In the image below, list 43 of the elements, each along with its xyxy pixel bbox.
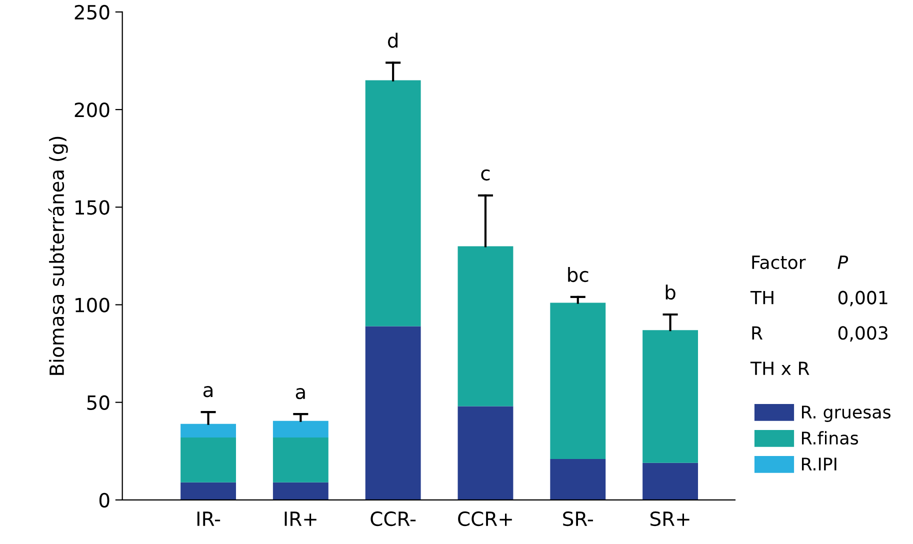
text: 0,003 <box>838 326 888 342</box>
bar <box>272 437 328 482</box>
annotation: b <box>666 284 676 300</box>
y-tick-label: 0 <box>99 492 110 508</box>
bar <box>365 326 421 500</box>
bar <box>550 302 606 459</box>
y-tick-label: 250 <box>74 4 110 20</box>
text: 0,001 <box>838 290 888 306</box>
bar <box>458 406 514 500</box>
bar <box>180 437 236 482</box>
bar <box>642 330 698 463</box>
x-tick-label: SR- <box>563 511 593 526</box>
annotation: a <box>296 388 305 400</box>
text: R <box>752 326 763 340</box>
y-tick-label: 150 <box>76 200 110 215</box>
bar <box>180 424 236 438</box>
x-tick-label: IR+ <box>284 512 316 526</box>
bar <box>365 80 421 326</box>
bar <box>272 420 328 438</box>
bar <box>180 482 236 500</box>
annotation: a <box>203 386 212 398</box>
annotation: d <box>388 32 398 48</box>
bar <box>272 482 328 500</box>
legend-label: R.finas <box>802 431 858 445</box>
bar <box>550 458 606 500</box>
legend-label: R. gruesas <box>802 406 890 422</box>
bar <box>642 462 698 500</box>
y-tick-label: 50 <box>87 395 110 410</box>
bar <box>458 246 514 406</box>
annotation: bc <box>568 267 588 282</box>
x-tick-label: SR+ <box>650 511 690 526</box>
y-tick-label: 200 <box>74 102 110 118</box>
annotation: c <box>481 169 490 181</box>
x-tick-label: IR- <box>197 512 220 526</box>
text: TH <box>750 291 774 304</box>
text: TH x R <box>750 362 810 375</box>
x-tick-label: CCR- <box>370 511 416 526</box>
y-tick-label: 100 <box>76 298 110 312</box>
text: Factor <box>752 256 806 270</box>
text: P <box>838 256 848 269</box>
y-axis-title: Biomasa subterránea (g) <box>48 136 68 375</box>
legend-label: R.IPI <box>802 458 836 470</box>
x-tick-label: CCR+ <box>458 511 512 526</box>
